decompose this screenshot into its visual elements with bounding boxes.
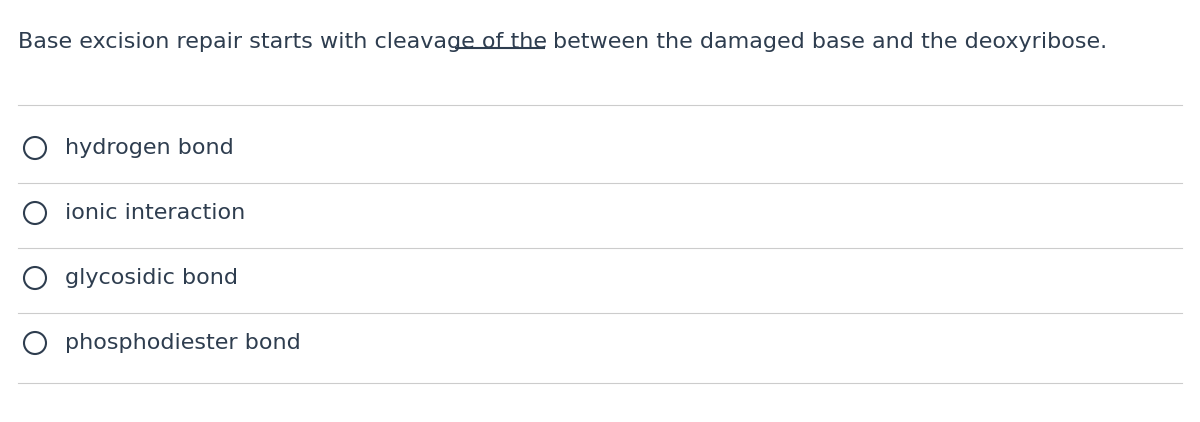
Text: ionic interaction: ionic interaction	[65, 203, 245, 223]
Text: hydrogen bond: hydrogen bond	[65, 138, 234, 158]
Text: glycosidic bond: glycosidic bond	[65, 268, 238, 288]
Text: Base excision repair starts with cleavage of the: Base excision repair starts with cleavag…	[18, 32, 547, 52]
Text: between the damaged base and the deoxyribose.: between the damaged base and the deoxyri…	[553, 32, 1108, 52]
Text: phosphodiester bond: phosphodiester bond	[65, 333, 301, 353]
